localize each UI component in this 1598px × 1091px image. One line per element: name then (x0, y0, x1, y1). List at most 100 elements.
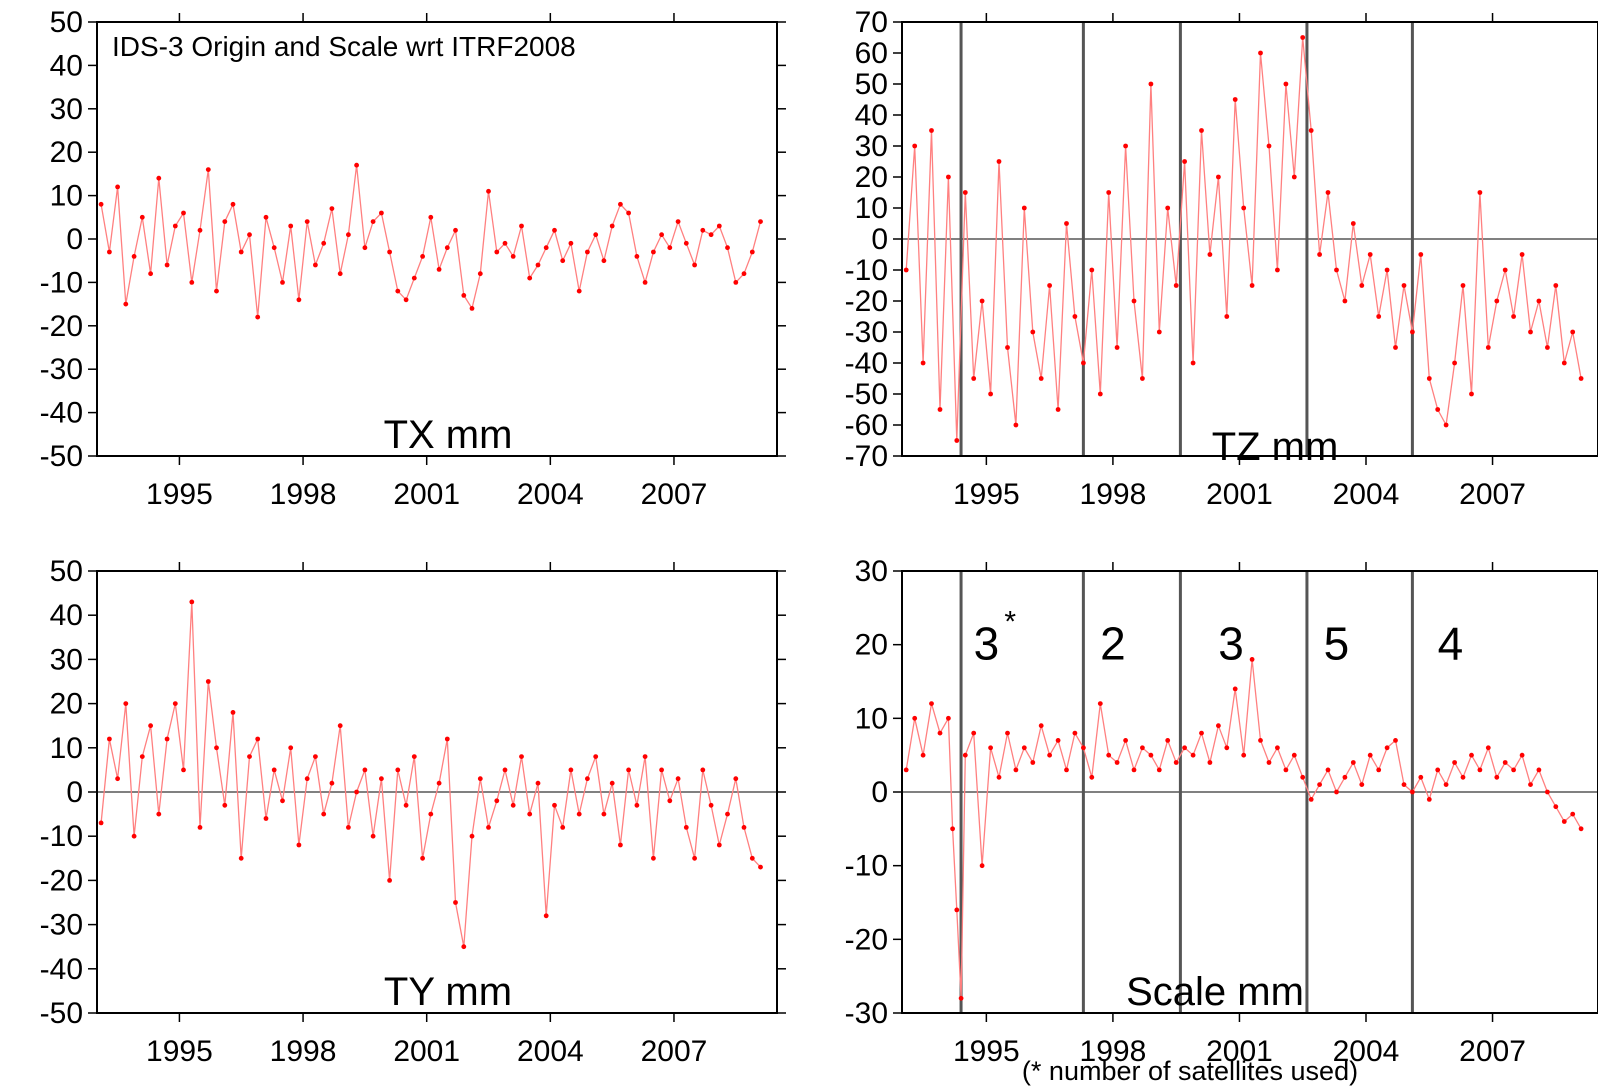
scale-x-tick-label: 2004 (1333, 1035, 1400, 1068)
ty-data-point (123, 701, 129, 706)
scale-data-point (1216, 723, 1221, 729)
tz-data-point (929, 128, 934, 133)
scale-data-point (1249, 657, 1255, 662)
tz-data-point (1452, 360, 1457, 366)
scale-data-point (1241, 752, 1247, 758)
tx-data-point (626, 210, 631, 216)
tx-data-point (428, 214, 434, 220)
scale-data-point (1553, 804, 1559, 810)
scale-data-point (1477, 767, 1483, 773)
ty-data-point (346, 825, 351, 830)
ty-data-point (568, 767, 574, 773)
scale-data-point (954, 907, 960, 913)
tz-data-point (1376, 314, 1382, 319)
ty-data-point (354, 789, 359, 795)
scale-data-point (1350, 760, 1356, 765)
tz-data-point (1561, 360, 1567, 366)
tz-y-tick-label: -40 (845, 347, 888, 380)
tx-data-point (527, 275, 533, 281)
scale-data-point (1561, 819, 1567, 824)
scale-y-tick-label: 30 (855, 555, 888, 588)
tz-data-point (903, 267, 909, 273)
tx-y-tick-label: -30 (40, 353, 83, 386)
tx-data-point (395, 288, 401, 294)
ty-y-tick-label: -40 (40, 953, 83, 986)
tz-data-point (988, 391, 993, 397)
tx-data-point (675, 219, 681, 225)
scale-data-point (962, 752, 968, 758)
scale-data-point (1165, 738, 1171, 743)
ty-data-point (181, 767, 186, 773)
tz-data-point (1384, 267, 1390, 273)
scale-panel: -30 -20 -10 0 10 20 30 1995 1998 2001 2004 2007 Scal… (845, 555, 1598, 1068)
ty-data-point (667, 798, 673, 804)
ty-data-point (675, 776, 681, 782)
scale-data-point (1300, 774, 1306, 780)
tx-data-point (477, 271, 483, 277)
ty-x-tick-label: 2004 (517, 1035, 584, 1068)
ty-data-point (741, 825, 747, 830)
ty-y-tick-label: 10 (50, 732, 83, 765)
scale-data-point (1199, 730, 1204, 736)
tx-data-point (568, 240, 574, 246)
ty-data-point (214, 745, 219, 751)
ty-data-point (692, 855, 697, 861)
tz-data-point (1249, 283, 1255, 288)
tx-x-tick-label: 2001 (393, 478, 460, 511)
tz-y-tick-label: -70 (845, 440, 888, 473)
tx-data-point (329, 206, 335, 212)
tz-y-tick-label: -50 (845, 378, 888, 411)
tx-data-point (255, 314, 261, 320)
tz-data-point (1300, 35, 1306, 40)
tx-data-point (346, 232, 351, 238)
tx-panel-label: TX mm (384, 413, 513, 457)
ty-data-point (626, 767, 631, 773)
ty-data-point (304, 776, 310, 782)
tz-data-point (979, 298, 985, 304)
tz-data-point (1308, 128, 1314, 133)
tz-data-point (962, 190, 968, 195)
ty-data-point (436, 780, 442, 786)
tx-data-point (115, 184, 120, 190)
ty-data-point (164, 736, 170, 742)
scale-data-point (1528, 782, 1533, 787)
scale-data-point (1123, 738, 1128, 743)
tx-data-point (148, 271, 154, 277)
ty-data-point (387, 878, 392, 883)
tz-y-tick-label: 70 (855, 6, 888, 39)
ty-panel: -50 -40 -30 -20 -10 0 10 20 30 40 50 1995 1998 2001 20… (40, 555, 786, 1068)
tx-y-tick-label: 50 (50, 6, 83, 39)
scale-data-point (1359, 782, 1365, 787)
tx-data-point (280, 280, 285, 285)
tz-x-tick-label: 1995 (953, 478, 1020, 511)
ty-data-point (189, 599, 195, 605)
tx-data-point (576, 288, 582, 294)
ty-data-point (263, 816, 269, 821)
tx-y-tick-label: 0 (66, 223, 83, 256)
tx-data-point (642, 280, 648, 285)
tz-data-point (1224, 314, 1230, 319)
tz-x-tick-label: 1998 (1080, 478, 1147, 511)
tx-y-tick-label: -40 (40, 397, 83, 430)
tx-x-tick-label: 1998 (270, 478, 337, 511)
tx-x-tick-label: 1995 (146, 478, 213, 511)
tz-data-point (1030, 329, 1036, 335)
tx-data-point (461, 293, 467, 298)
ty-y-tick-label: -50 (40, 997, 83, 1030)
ty-y-tick-label: 30 (50, 643, 83, 676)
tx-data-point (271, 245, 277, 251)
tz-data-point (1047, 283, 1052, 288)
ty-series-line (100, 601, 761, 947)
scale-data-point (903, 767, 909, 773)
scale-data-point (950, 826, 955, 832)
ty-data-point (379, 776, 384, 782)
tz-data-point (1072, 314, 1078, 319)
ty-data-point (560, 825, 566, 830)
ty-data-point (576, 811, 582, 817)
tz-x-tick-label: 2001 (1206, 478, 1273, 511)
ty-y-tick-label: -30 (40, 909, 83, 942)
tz-data-point (1216, 174, 1221, 180)
tx-data-point (214, 288, 219, 294)
tz-data-point (1511, 314, 1516, 319)
ty-data-point (420, 855, 425, 861)
